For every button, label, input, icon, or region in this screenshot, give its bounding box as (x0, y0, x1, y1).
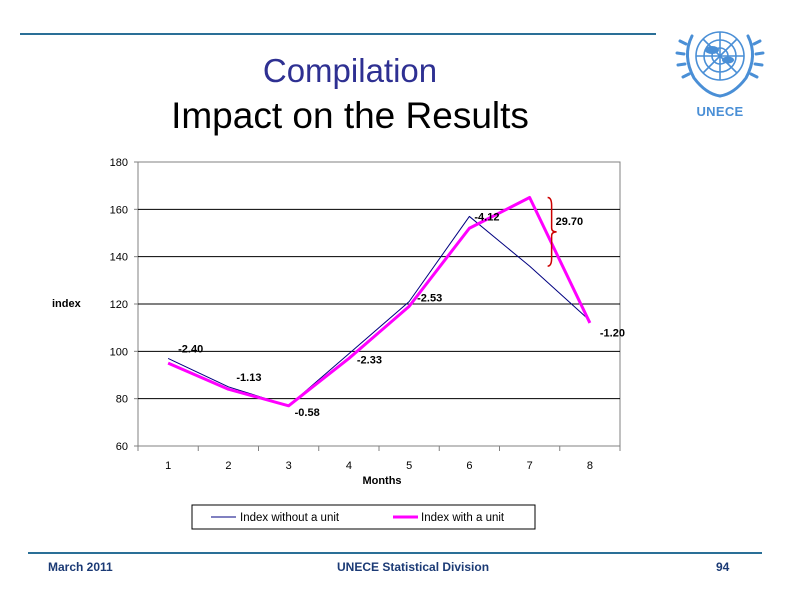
y-tick-label: 160 (110, 204, 128, 216)
legend-label-2: Index with a unit (421, 512, 505, 524)
y-tick-label: 100 (110, 346, 128, 358)
header-rule (20, 33, 656, 35)
logo-label: UNECE (696, 104, 744, 119)
x-axis-label: Months (362, 475, 401, 487)
footer-division: UNECE Statistical Division (337, 560, 490, 574)
legend-box (191, 504, 536, 530)
difference-brace (547, 196, 557, 267)
data-label: -2.40 (178, 343, 203, 355)
footer-date: March 2011 (48, 560, 113, 574)
y-tick-label: 80 (116, 394, 128, 406)
data-label: -2.33 (357, 355, 382, 367)
data-label: -1.13 (236, 372, 261, 384)
slide-title: Compilation (262, 52, 438, 89)
x-tick-label: 5 (406, 460, 412, 472)
x-tick-label: 1 (165, 460, 171, 472)
series-line-1 (167, 215, 591, 407)
x-tick-label: 3 (286, 460, 292, 472)
series-line-2 (167, 196, 592, 408)
x-tick-label: 8 (587, 460, 593, 472)
data-label: -0.58 (295, 407, 320, 419)
y-tick-label: 60 (116, 441, 128, 453)
y-tick-label: 140 (110, 252, 128, 264)
data-label: 29.70 (556, 216, 584, 228)
y-tick-label: 120 (110, 299, 128, 311)
x-tick-label: 2 (225, 460, 231, 472)
page-number: 94 (716, 560, 730, 574)
x-tick-label: 7 (527, 460, 533, 472)
x-tick-label: 6 (466, 460, 472, 472)
legend-label-1: Index without a unit (240, 512, 340, 524)
slide-subtitle: Impact on the Results (171, 95, 529, 136)
footer-rule (28, 552, 762, 554)
un-emblem-logo (675, 31, 765, 98)
data-label: -1.20 (600, 328, 625, 340)
data-label: -2.53 (417, 293, 442, 305)
y-axis-label: index (52, 298, 82, 310)
data-label: -4.12 (474, 211, 499, 223)
y-tick-label: 180 (110, 157, 128, 169)
x-tick-label: 4 (346, 460, 352, 472)
